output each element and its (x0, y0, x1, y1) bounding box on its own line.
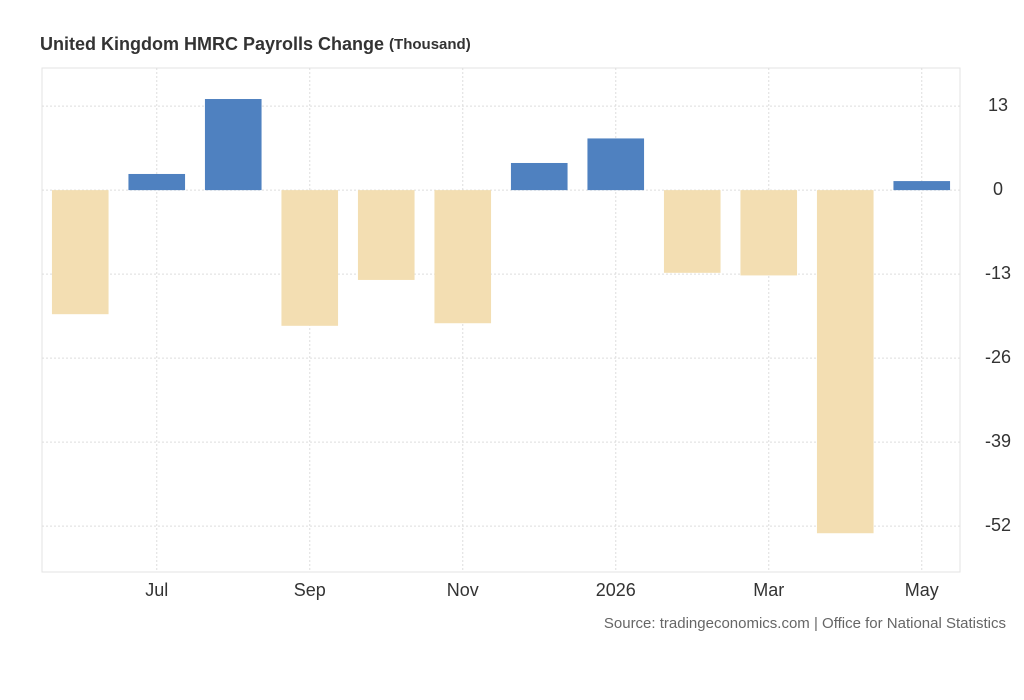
x-tick-label: Jul (145, 580, 168, 600)
y-tick-label: -52 (985, 515, 1011, 535)
y-tick-label: -13 (985, 263, 1011, 283)
x-tick-label: Mar (753, 580, 784, 600)
bar (816, 190, 874, 534)
x-tick-label: May (905, 580, 939, 600)
y-tick-label: 0 (993, 179, 1003, 199)
y-tick-label: 13 (988, 95, 1008, 115)
bar (510, 162, 568, 191)
x-tick-label: Sep (294, 580, 326, 600)
x-tick-label: Nov (447, 580, 479, 600)
bar (51, 190, 109, 315)
bar (434, 190, 492, 324)
source: Source: tradingeconomics.com | Office fo… (604, 615, 1006, 632)
bar (204, 99, 262, 191)
x-tick-label: 2026 (596, 580, 636, 600)
bar (893, 181, 951, 191)
bar (357, 190, 415, 280)
unit-text: (Thousand) (389, 36, 471, 53)
y-tick-label: -39 (985, 431, 1011, 451)
y-tick-label: -26 (985, 347, 1011, 367)
bar (281, 190, 339, 326)
bar (740, 190, 798, 276)
bar (663, 190, 721, 273)
bar (587, 138, 645, 191)
chart-title: United Kingdom HMRC Payrolls Change (Tho… (40, 34, 471, 54)
plot-frame (41, 67, 961, 573)
bar (128, 173, 186, 191)
title-text: United Kingdom HMRC Payrolls Change (40, 34, 384, 54)
